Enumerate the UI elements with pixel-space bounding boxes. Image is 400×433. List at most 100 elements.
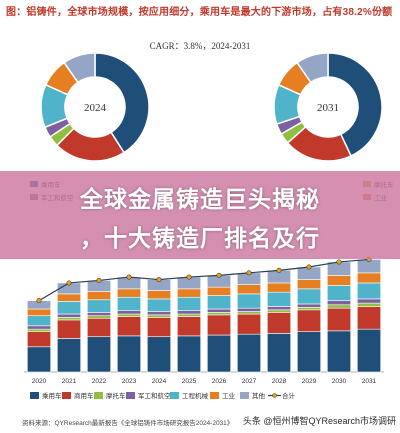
pie2024-slice-0 [94, 52, 150, 154]
legend-swatch-5 [210, 392, 219, 399]
bar-2022-seg-2 [87, 315, 112, 319]
legend-label-1: 商用车 [74, 391, 94, 400]
bar-2021-seg-3 [56, 313, 81, 318]
bar-2021-seg-4 [56, 301, 81, 315]
legend-swatch-3 [126, 392, 135, 399]
legend-swatch-1 [62, 392, 71, 399]
promo-banner: 全球金属铸造巨头揭秘 ，十大铸造厂排名及行 [0, 171, 400, 259]
total-point-2029 [306, 264, 312, 270]
legend-label-6: 其他 [252, 391, 266, 400]
bar-2020-seg-2 [26, 328, 51, 332]
legend-swatch-0 [30, 392, 39, 399]
total-point-2022 [96, 277, 102, 283]
bar-2026-seg-5 [207, 286, 232, 296]
legend-swatch-4 [170, 392, 179, 399]
bar-2021-seg-1 [56, 319, 81, 339]
bar-2023-seg-0 [117, 335, 142, 373]
bar-2031-seg-2 [356, 302, 381, 307]
bar-2027-seg-4 [237, 293, 262, 309]
bar-2029-seg-3 [296, 303, 321, 308]
bar-2029-seg-1 [296, 309, 321, 332]
bar-2023-seg-2 [117, 313, 142, 317]
x-tick-label-2027: 2027 [242, 378, 257, 385]
x-tick-label-2021: 2021 [62, 378, 77, 385]
bar-2028-seg-3 [266, 306, 291, 311]
bar-2020-seg-5 [26, 308, 51, 317]
bar-2024-seg-2 [147, 314, 172, 318]
legend-swatch-2 [94, 392, 103, 399]
x-tick-label-2026: 2026 [212, 378, 227, 385]
legend-label-0: 乘用车 [42, 391, 62, 400]
bar-2024-seg-0 [147, 336, 172, 373]
bar-2029-seg-2 [296, 307, 321, 311]
x-tick-label-2024: 2024 [152, 378, 167, 385]
bar-2022-seg-0 [87, 336, 112, 373]
bar-2031-seg-0 [356, 328, 381, 373]
bar-2031-seg-4 [356, 282, 381, 300]
legend-label-3: 军工和航空 [138, 391, 171, 400]
bar-2029-seg-5 [296, 279, 321, 290]
legend-label-7: 合计 [282, 391, 296, 400]
bar-2024-seg-1 [147, 317, 172, 338]
bar-2030-seg-1 [326, 307, 351, 332]
bar-2023-seg-4 [117, 296, 142, 311]
bar-2025-seg-4 [177, 296, 202, 311]
total-point-2023 [126, 274, 132, 280]
bar-2027-seg-0 [237, 333, 262, 373]
pie-center-year-0: 2024 [84, 102, 107, 114]
bar-2027-seg-5 [237, 284, 262, 295]
bar-2025-seg-5 [177, 288, 202, 298]
bar-2028-seg-1 [266, 312, 291, 334]
bar-2022-seg-5 [87, 291, 112, 301]
x-tick-label-2025: 2025 [182, 378, 197, 385]
bar-2020-seg-4 [26, 315, 51, 327]
bar-2027-seg-1 [237, 313, 262, 335]
total-line [38, 258, 370, 302]
legend-swatch-point [272, 393, 277, 398]
bar-2026-seg-2 [207, 312, 232, 316]
bar-2027-seg-3 [237, 307, 262, 312]
x-tick-label-2023: 2023 [122, 378, 137, 385]
bar-2030-seg-5 [326, 275, 351, 286]
bar-2029-seg-4 [296, 288, 321, 305]
bar-2030-seg-0 [326, 330, 351, 373]
bar-2026-seg-1 [207, 314, 232, 336]
legend-label-2: 摩托车 [106, 391, 126, 400]
pie2031-slice-0 [327, 52, 383, 157]
total-point-2026 [216, 272, 222, 278]
bar-2025-seg-1 [177, 316, 202, 337]
bar-2028-seg-0 [266, 333, 291, 373]
total-point-2027 [246, 270, 252, 276]
bar-2026-seg-3 [207, 308, 232, 313]
total-point-2025 [186, 274, 192, 280]
bar-2023-seg-3 [117, 310, 142, 315]
banner-line-2: ，十大铸造厂排名及行 [80, 225, 320, 251]
bar-2031-seg-1 [356, 306, 381, 330]
bar-2022-seg-4 [87, 299, 112, 313]
bar-2026-seg-4 [207, 295, 232, 310]
watermark: 头条 @恒州博智QYResearch市场调研 [242, 416, 396, 426]
legend-label-4: 工程机械 [182, 391, 209, 400]
bar-2031-seg-5 [356, 272, 381, 284]
bar-2020-seg-3 [26, 325, 51, 330]
x-tick-label-2020: 2020 [32, 378, 47, 385]
bar-2024-seg-4 [147, 298, 172, 312]
x-tick-label-2029: 2029 [302, 378, 317, 385]
pie-center-year-1: 2031 [317, 102, 339, 114]
bar-2031-seg-3 [356, 298, 381, 304]
bar-2022-seg-3 [87, 312, 112, 317]
banner-line-1: 全球金属铸造巨头揭秘 [80, 186, 320, 212]
legend-swatch-6 [240, 392, 249, 399]
bar-2023-seg-5 [117, 288, 142, 298]
bar-2028-seg-4 [266, 291, 291, 307]
bar-2025-seg-0 [177, 335, 202, 373]
bar-2022-seg-1 [87, 317, 112, 338]
total-point-2020 [36, 298, 42, 304]
total-point-2024 [156, 277, 162, 283]
bar-2028-seg-2 [266, 309, 291, 313]
bar-2026-seg-0 [207, 334, 232, 373]
total-point-2030 [336, 259, 342, 265]
bar-2024-seg-5 [147, 290, 172, 300]
bar-2024-seg-3 [147, 311, 172, 316]
